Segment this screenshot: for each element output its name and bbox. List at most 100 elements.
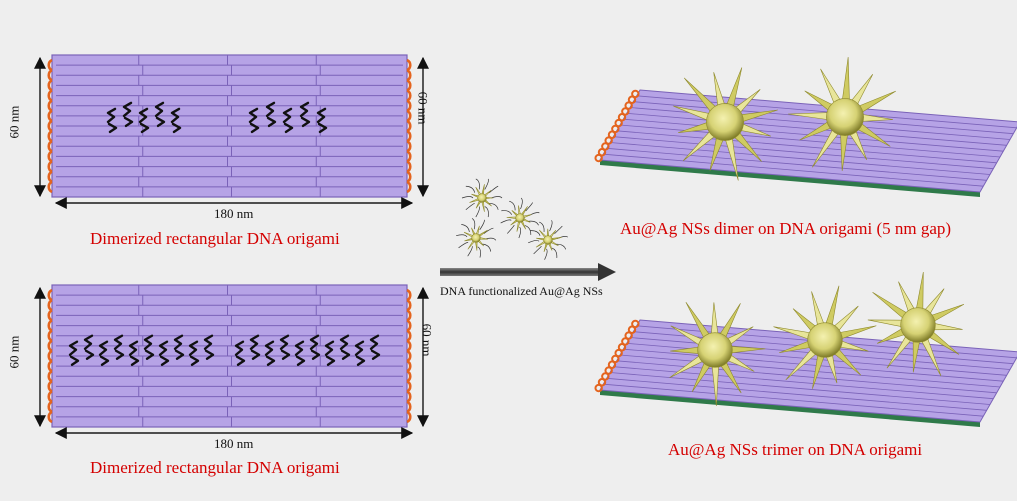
spiky-nanostar-icon [469, 184, 494, 212]
squiggle-strand-icon [173, 334, 185, 360]
squiggle-strand-icon [249, 334, 261, 360]
nanostar-core [807, 322, 843, 358]
nanostar-spike [518, 205, 521, 215]
squiggle-strand-icon [299, 101, 311, 128]
squiggle-strand-icon [113, 334, 125, 360]
squiggle-strand-icon [98, 340, 110, 366]
spiky-nanostar-icon [867, 272, 965, 377]
dna-ligand [525, 202, 533, 212]
nanostar-spike [475, 225, 480, 235]
nanostar-spike [820, 68, 842, 105]
spiky-nanostar-icon [773, 285, 877, 389]
staple-loop [624, 331, 633, 340]
dimension-arrows-bottom [34, 286, 429, 439]
dna-ligand [471, 218, 476, 230]
staple-loop [597, 148, 607, 157]
staple-loop [631, 319, 640, 329]
squiggle-strand-icon [203, 334, 215, 360]
caption-bottom-left: Dimerized rectangular DNA origami [90, 458, 340, 477]
spiky-nanostar-icon [669, 302, 766, 407]
dna-ligand [501, 210, 512, 215]
squiggle-strand-icon [68, 340, 80, 366]
nanostar-core [706, 103, 744, 141]
dna-ligand [528, 220, 539, 226]
helix-line [613, 366, 994, 400]
nanostar-spike [838, 325, 877, 340]
staple-loop [624, 101, 633, 110]
nanostar-spike [520, 206, 528, 216]
squiggle-strand-icon [294, 340, 306, 366]
nanostar-spike [710, 302, 719, 336]
staple-loop [47, 180, 53, 194]
nanostar-spike [872, 292, 909, 320]
squiggle-strand-icon [265, 101, 277, 128]
staple-loop [601, 142, 610, 151]
squiggle-strand-icon [122, 101, 134, 128]
squiggle-strand-icon [158, 340, 170, 366]
height-label-top-left: 60 nm [6, 105, 22, 139]
arrow-label: DNA functionalized Au@Ag NSs [440, 284, 603, 298]
nanostar-spike [546, 228, 550, 237]
nanostar-spike [481, 201, 485, 212]
dimer-structure [594, 57, 1017, 197]
staple-loop [607, 130, 617, 139]
dna-ligand [520, 197, 523, 210]
dimer-caption: Au@Ag NSs dimer on DNA origami (5 nm gap… [620, 219, 952, 238]
squiggle-strand-icon [143, 334, 155, 360]
dna-ligand [456, 234, 468, 238]
nanostar-core [515, 213, 525, 223]
nanostar-spike [915, 272, 924, 311]
dna-ligand [507, 224, 515, 234]
staple-loop [406, 410, 412, 424]
dna-ligand [539, 221, 545, 232]
staple-loop [406, 180, 412, 194]
helix-line [609, 142, 991, 175]
nanostar-spike [929, 303, 965, 323]
dna-ligand [500, 219, 512, 224]
squiggle-strand-icon [188, 340, 200, 366]
staple-loop [631, 89, 640, 99]
dna-ligand [489, 185, 499, 193]
staple-loop [617, 343, 627, 352]
helix-line [636, 95, 1017, 129]
squiggle-strand-icon [279, 334, 291, 360]
nanostar-spike [551, 236, 562, 241]
nanostar-spike [811, 291, 825, 327]
staple-loop [627, 325, 637, 334]
nanostar-spike [469, 198, 480, 203]
spiky-nanostar-icon [463, 225, 488, 251]
dna-ligand [544, 248, 548, 260]
dna-ligand [475, 178, 480, 190]
staple-loop [627, 95, 637, 104]
dna-ligand [490, 196, 503, 199]
staple-loop [604, 366, 613, 375]
dna-ligand [465, 185, 476, 193]
squiggle-strand-icon [248, 107, 260, 134]
width-label-top: 180 nm [214, 206, 254, 221]
staple-loop [601, 372, 610, 381]
squiggle-strand-icon [369, 334, 381, 360]
nanostar-spike [841, 57, 850, 102]
reaction-arrow [440, 263, 616, 281]
nanostar-core [826, 98, 864, 136]
dna-ligand [554, 225, 563, 234]
nanostar-spike [825, 285, 840, 327]
origami-bottom [47, 284, 412, 428]
nanostar-spike [464, 237, 473, 242]
dna-ligand [465, 202, 475, 211]
platform-edge [600, 390, 980, 427]
helix-line [623, 348, 1004, 382]
staple-loop [621, 107, 630, 116]
squiggle-strand-icon [83, 334, 95, 360]
height-label-top-right: 60 nm [415, 91, 431, 125]
origami-top [47, 54, 412, 198]
squiggle-strand-icon [264, 340, 276, 366]
nanostar-spike [506, 216, 517, 219]
staple-loop [47, 410, 53, 424]
dna-ligand [484, 206, 489, 218]
dna-ligand [518, 226, 522, 239]
nanostar-core [471, 233, 481, 243]
squiggle-strand-icon [309, 334, 321, 360]
staple-loop [611, 354, 620, 364]
